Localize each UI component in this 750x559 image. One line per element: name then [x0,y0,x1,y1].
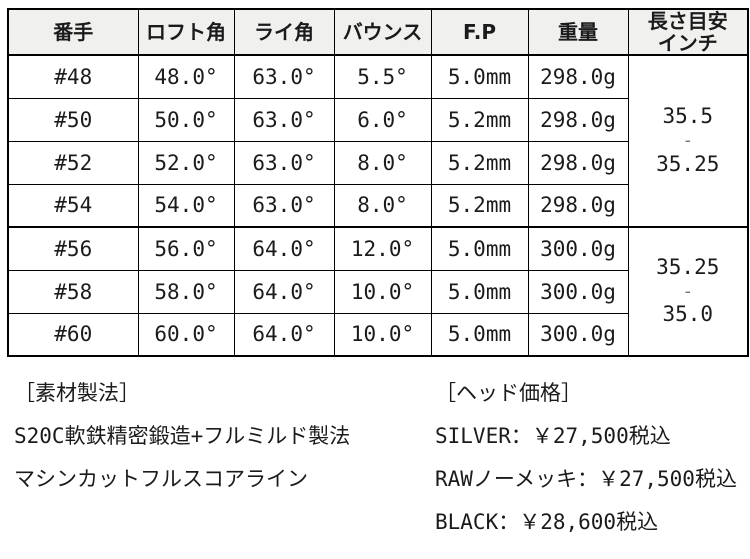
cell-fp: 5.2mm [430,183,529,228]
cell-lie: 64.0° [233,312,335,357]
cell-bounce: 5.5° [333,54,432,99]
price-line-black: BLACK：￥28,600税込 [435,510,659,534]
cell-weight: 300.0g [527,226,629,271]
column-header-length-line1: 長さ目安 [647,9,728,33]
cell-club: #52 [7,140,139,185]
material-section: ［素材製法］ S20C軟鉄精密鍛造+フルミルド製法 マシンカットフルスコアライン [14,372,350,501]
cell-loft: 58.0° [137,269,235,314]
price-line-silver: SILVER：￥27,500税込 [435,424,671,448]
column-header-length: 長さ目安 インチ [627,8,749,56]
column-header-fp: F.P [430,8,529,56]
cell-length-group-1: 35.5 - 35.25 [627,54,749,228]
cell-weight: 300.0g [527,269,629,314]
cell-weight: 298.0g [527,54,629,99]
cell-loft: 48.0° [137,54,235,99]
cell-loft: 54.0° [137,183,235,228]
table-row: #58 58.0° 64.0° 10.0° 5.0mm 300.0g [7,269,748,314]
cell-fp: 5.2mm [430,140,529,185]
cell-lie: 63.0° [233,183,335,228]
column-header-bounce: バウンス [333,8,432,56]
length-to: 35.25 [656,151,720,176]
cell-loft: 50.0° [137,97,235,142]
cell-bounce: 10.0° [333,269,432,314]
column-header-length-line2: インチ [657,31,718,55]
cell-club: #54 [7,183,139,228]
length-dash: - [682,280,694,302]
price-line-raw: RAWノーメッキ：￥27,500税込 [435,467,737,491]
cell-lie: 63.0° [233,54,335,99]
cell-club: #50 [7,97,139,142]
column-header-loft: ロフト角 [137,8,235,56]
cell-bounce: 8.0° [333,140,432,185]
cell-weight: 300.0g [527,312,629,357]
table-row: #48 48.0° 63.0° 5.5° 5.0mm 298.0g 35.5 -… [7,54,749,228]
cell-loft: 52.0° [137,140,235,185]
cell-club: #56 [7,226,139,271]
cell-weight: 298.0g [527,97,629,142]
cell-loft: 60.0° [137,312,235,357]
length-from: 35.25 [656,254,720,279]
header-row: 番手 ロフト角 ライ角 バウンス F.P 重量 長さ目安 インチ [7,8,749,56]
cell-bounce: 6.0° [333,97,432,142]
length-to: 35.0 [662,302,714,327]
table-row: #50 50.0° 63.0° 6.0° 5.2mm 298.0g [7,97,748,142]
cell-club: #48 [7,54,139,99]
cell-fp: 5.0mm [430,226,529,271]
cell-bounce: 10.0° [333,312,432,357]
price-section: ［ヘッド価格］ SILVER：￥27,500税込 RAWノーメッキ：￥27,50… [435,372,737,544]
cell-bounce: 12.0° [333,226,432,271]
cell-fp: 5.0mm [430,269,529,314]
column-header-lie: ライ角 [233,8,335,56]
cell-club: #60 [7,312,139,357]
cell-lie: 64.0° [233,226,335,271]
table-row: #52 52.0° 63.0° 8.0° 5.2mm 298.0g [7,140,748,185]
cell-lie: 63.0° [233,97,335,142]
cell-loft: 56.0° [137,226,235,271]
material-line: S20C軟鉄精密鍛造+フルミルド製法 [14,424,351,448]
cell-fp: 5.0mm [430,312,529,357]
wedge-spec-table: 番手 ロフト角 ライ角 バウンス F.P 重量 長さ目安 インチ #48 48.… [7,8,749,357]
cell-weight: 298.0g [527,140,629,185]
cell-fp: 5.2mm [430,97,529,142]
cell-lie: 63.0° [233,140,335,185]
price-section-title: ［ヘッド価格］ [435,381,582,405]
cell-fp: 5.0mm [430,54,529,99]
cell-weight: 298.0g [527,183,629,228]
table-row: #60 60.0° 64.0° 10.0° 5.0mm 300.0g [7,312,748,357]
cell-bounce: 8.0° [333,183,432,228]
material-line: マシンカットフルスコアライン [14,467,308,491]
cell-club: #58 [7,269,139,314]
length-dash: - [682,130,694,152]
table-row: #56 56.0° 64.0° 12.0° 5.0mm 300.0g 35.25… [7,226,749,357]
material-section-title: ［素材製法］ [14,381,140,405]
column-header-weight: 重量 [527,8,629,56]
cell-lie: 64.0° [233,269,335,314]
length-from: 35.5 [662,104,714,129]
cell-length-group-2: 35.25 - 35.0 [627,226,749,357]
column-header-club: 番手 [7,8,139,56]
